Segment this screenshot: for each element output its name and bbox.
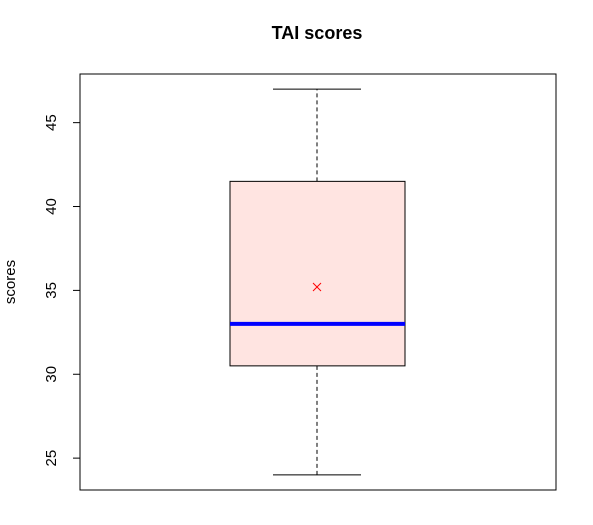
y-tick-label: 30 <box>43 366 60 383</box>
iqr-box <box>229 180 406 367</box>
mean-marker-stroke <box>312 282 322 292</box>
chart-title: TAI scores <box>272 23 363 43</box>
mean-marker <box>312 282 322 292</box>
y-tick-label: 35 <box>43 282 60 299</box>
box-group <box>229 88 406 476</box>
y-axis-label: scores <box>2 260 19 304</box>
y-tick-label: 40 <box>43 198 60 215</box>
y-tick-label: 45 <box>43 114 60 131</box>
y-tick-label: 25 <box>43 450 60 467</box>
y-axis-ticks: 25 30 35 40 45 <box>43 114 80 466</box>
